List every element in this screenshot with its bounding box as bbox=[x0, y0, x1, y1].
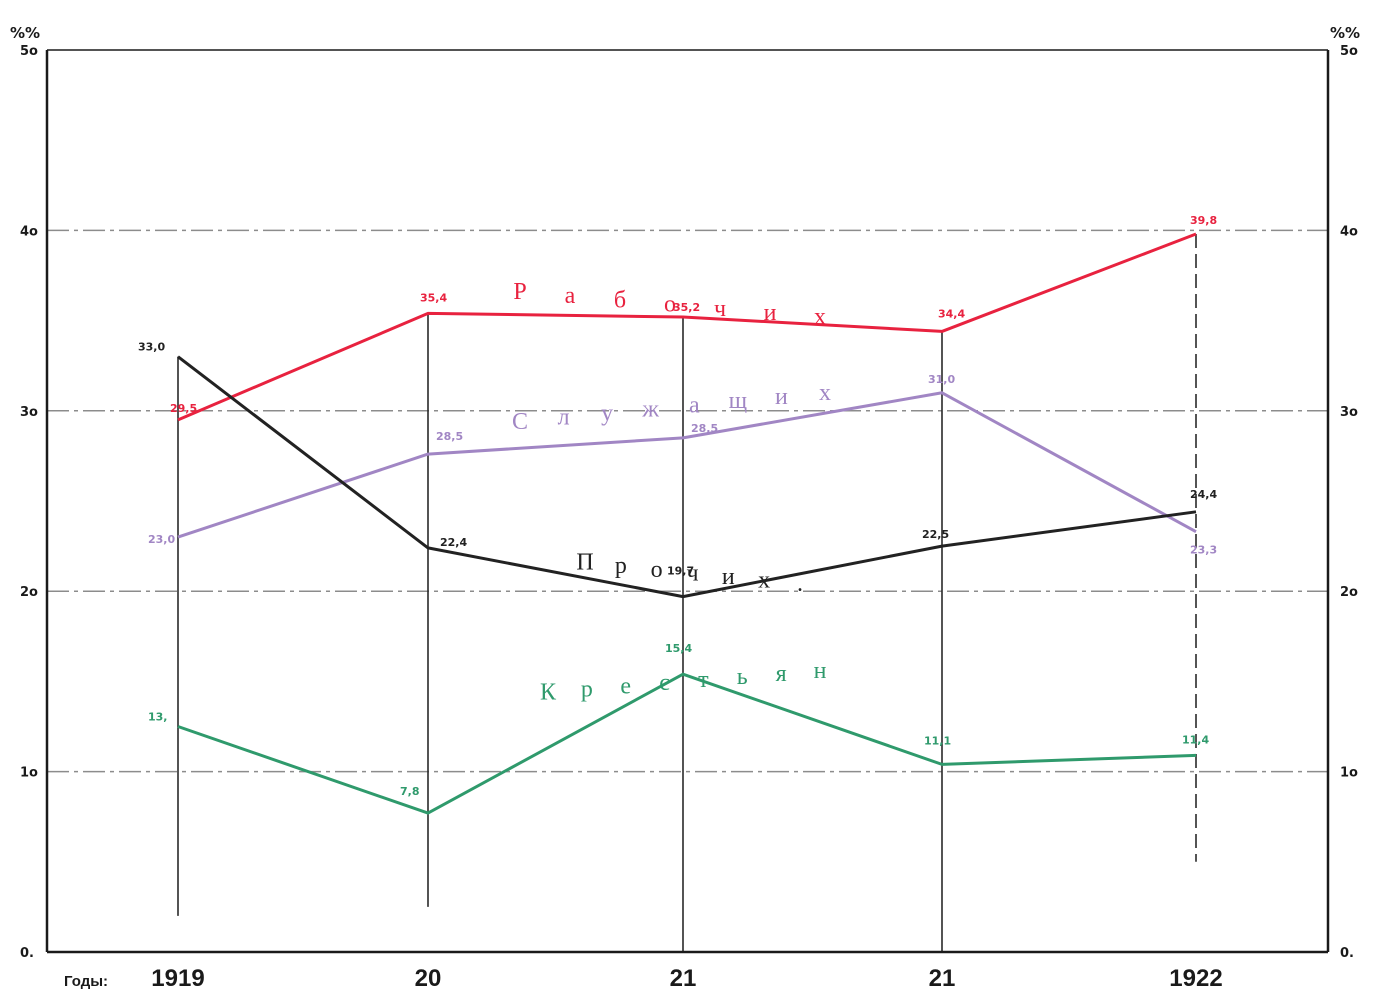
data-label-0-1: 35,4 bbox=[420, 291, 447, 304]
x-tick-3: 21 bbox=[929, 965, 956, 992]
series-name-letter-2-0: П bbox=[576, 550, 593, 576]
y-tick-right-40: 4o bbox=[1340, 224, 1358, 239]
data-label-2-0: 33,0 bbox=[138, 341, 165, 354]
data-label-3-4: 11,4 bbox=[1182, 733, 1209, 746]
series-name-letter-3-3: с bbox=[659, 670, 670, 696]
axis-ticks: 5o 5o 4o 4o 3o 3o 2o 2o 1o 1o 0. 0. 1919 20 21 21 1922 bbox=[20, 44, 1358, 992]
series-line-0 bbox=[177, 232, 1197, 422]
series-name-letter-0-6: х bbox=[814, 304, 826, 330]
series-name-letter-2-3: ч bbox=[686, 560, 698, 586]
data-labels: 29,5 35,4 35,2 34,4 39,8 23,0 28,5 28,5 31,0 23,3… bbox=[138, 214, 1217, 798]
data-label-1-1: 28,5 bbox=[436, 430, 463, 443]
data-label-3-0: 13, bbox=[148, 711, 168, 724]
x-tick-4: 1922 bbox=[1169, 965, 1222, 992]
y-axis-unit-left: %% bbox=[10, 24, 40, 42]
series-name-letter-3-4: т bbox=[698, 667, 709, 693]
y-tick-left-30: 3o bbox=[20, 405, 38, 420]
series-name-letter-0-4: ч bbox=[714, 296, 726, 322]
y-tick-right-50: 5o bbox=[1340, 44, 1358, 59]
series-name-letter-1-0: С bbox=[512, 409, 528, 435]
series-name-letter-3-1: р bbox=[581, 676, 593, 702]
series-name-letter-0-0: Р bbox=[513, 279, 526, 305]
y-tick-right-10: 1o bbox=[1340, 766, 1358, 781]
y-tick-left-40: 4o bbox=[20, 224, 38, 239]
series-name-letter-1-4: а bbox=[689, 392, 700, 418]
data-label-0-0: 29,5 bbox=[170, 402, 197, 415]
x-tick-0: 1919 bbox=[151, 965, 204, 992]
series-name-letter-1-2: у bbox=[601, 401, 613, 427]
data-label-3-3: 11,1 bbox=[924, 734, 951, 747]
data-label-1-0: 23,0 bbox=[148, 533, 175, 546]
x-tick-1: 20 bbox=[415, 965, 442, 992]
series-name-letter-0-5: и bbox=[764, 300, 777, 326]
data-label-1-4: 23,3 bbox=[1190, 544, 1217, 557]
series-line-2 bbox=[177, 355, 1197, 599]
data-label-0-2: 35,2 bbox=[673, 301, 700, 314]
data-label-2-3: 22,5 bbox=[922, 528, 949, 541]
y-tick-left-50: 5o bbox=[20, 44, 38, 59]
series-name-letter-1-3: ж bbox=[641, 396, 659, 422]
y-axis-unit-right: %% bbox=[1330, 24, 1360, 42]
series-name-letter-1-7: х bbox=[819, 380, 831, 406]
data-label-2-1: 22,4 bbox=[440, 536, 467, 549]
series-name-letter-0-3: о bbox=[664, 292, 676, 318]
category-vertical-lines bbox=[177, 234, 1197, 952]
series-name-letter-1-1: л bbox=[558, 405, 570, 431]
data-label-0-4: 39,8 bbox=[1190, 214, 1217, 227]
x-axis-label: Годы: bbox=[64, 973, 108, 990]
y-tick-right-20: 2o bbox=[1340, 585, 1358, 600]
data-label-2-4: 24,4 bbox=[1190, 488, 1217, 501]
series-line-1 bbox=[177, 391, 1197, 539]
y-tick-right-0: 0. bbox=[1340, 946, 1354, 961]
series-name-letter-1-5: щ bbox=[729, 388, 747, 414]
data-label-1-2: 28,5 bbox=[691, 422, 718, 435]
series-name-letter-3-7: н bbox=[814, 658, 827, 684]
series-name-letter-1-6: и bbox=[775, 384, 788, 410]
grid-lines bbox=[47, 229, 1328, 773]
series-name-letter-0-2: б bbox=[614, 287, 626, 313]
series-name-letter-2-6: . bbox=[797, 571, 803, 597]
data-label-3-2: 15,4 bbox=[665, 642, 692, 655]
y-tick-right-30: 3o bbox=[1340, 405, 1358, 420]
x-tick-2: 21 bbox=[670, 965, 697, 992]
y-tick-left-20: 2o bbox=[20, 585, 38, 600]
data-label-1-3: 31,0 bbox=[928, 373, 955, 386]
series-name-letter-2-2: о bbox=[651, 557, 663, 583]
chart-frame bbox=[45, 49, 1330, 954]
series-name-letter-3-5: ь bbox=[737, 664, 748, 690]
series-lines bbox=[177, 232, 1197, 815]
series-name-letter-2-4: и bbox=[722, 564, 735, 590]
series-name-letter-3-2: е bbox=[620, 673, 631, 699]
series-name-letter-2-1: р bbox=[615, 553, 627, 579]
y-tick-left-10: 1o bbox=[20, 766, 38, 781]
series-name-letter-3-6: я bbox=[776, 661, 787, 687]
series-name-letter-3-0: К bbox=[540, 679, 557, 705]
series-name-letter-2-5: х bbox=[758, 568, 770, 594]
series-line-3 bbox=[177, 672, 1197, 815]
series-name-letter-0-1: а bbox=[565, 283, 576, 309]
data-label-2-2: 19,7 bbox=[667, 565, 694, 578]
data-label-3-1: 7,8 bbox=[400, 785, 420, 798]
data-label-0-3: 34,4 bbox=[938, 307, 965, 320]
y-tick-left-0: 0. bbox=[20, 946, 34, 961]
